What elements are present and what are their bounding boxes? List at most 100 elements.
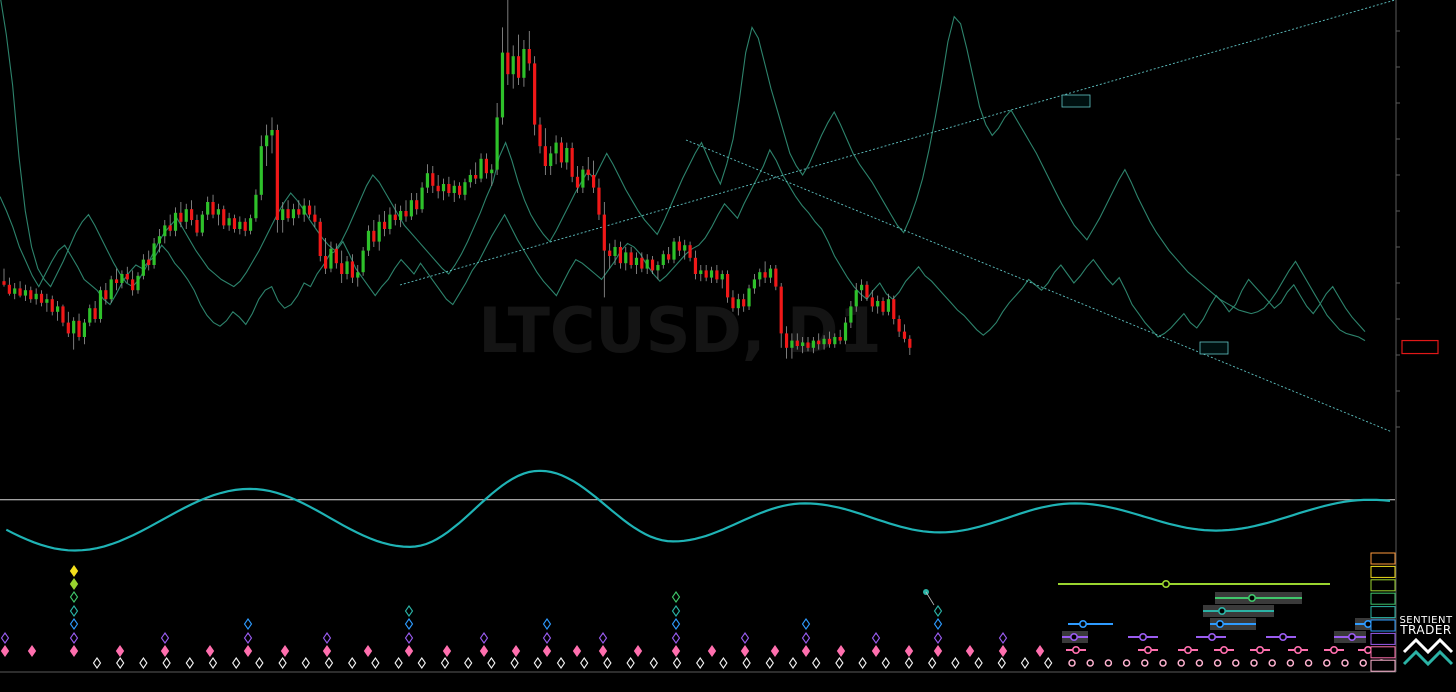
candle-up [72,320,76,334]
cycle-diamond-3-8d [974,657,983,669]
candle-up [82,322,86,337]
candle-down [693,257,698,274]
candle-down [77,320,81,337]
cycle-diamond-7-5d [707,645,717,657]
candle-down [104,290,108,300]
cycle-diamond-7-5d [69,645,79,657]
brand-line-1: SENTIENT [1399,615,1453,626]
candle-up [281,209,285,220]
candle-up [361,250,365,273]
cycle-diamond-15-2d [998,632,1008,644]
candle-up [463,182,467,195]
projection-3-8d-marker [1086,659,1094,667]
cycle-diamond-3-8d [788,657,798,669]
candle-down [827,338,832,345]
cycle-diamond-61-5d [404,605,414,617]
candle-down [817,340,821,345]
candle-up [34,293,38,300]
candle-down [372,230,376,242]
candle-up [645,259,649,269]
cycle-diamond-3-8d [580,657,589,669]
cycle-diamond-15-2d [933,632,943,644]
brand-mark-icon-lower [1402,649,1454,667]
cycle-diamond-3-8d [951,657,960,669]
candle-up [661,254,665,265]
projection-3-8d-marker [1232,659,1240,667]
projection-3-8d-marker [1122,659,1131,667]
ascending-trendline [399,0,1396,286]
cycle-diamond-15-2d [740,632,750,644]
candle-down [629,252,633,265]
projection-3-8d-marker [1177,659,1185,667]
candle-up [265,135,269,147]
candle-down [559,142,564,163]
candle-up [356,272,360,278]
candle-down [29,290,33,300]
candle-up [302,205,306,215]
candle-down [93,308,97,319]
candle-down [742,299,746,307]
candle-down [222,209,226,226]
candle-up [441,184,446,192]
projection-7-5d-0-center [1072,645,1081,654]
candle-down [195,220,199,233]
phase-bars [1058,579,1395,667]
cycle-diamond-3-8d [1020,657,1030,669]
candle-down [527,49,531,64]
candle-up [345,261,349,274]
candle-down [533,63,537,125]
trendline-label-box [1061,94,1091,108]
candle-up [549,153,553,166]
oscillator-line [5,469,1391,552]
projection-3-8d-marker [1304,659,1313,667]
candle-up [88,308,92,323]
candle-up [157,236,162,244]
candle-up [565,148,569,163]
cycle-diamond-7-5d [572,645,582,657]
cycle-diamond-3-8d [232,657,241,669]
candle-up [672,241,676,260]
candle-down [313,214,317,222]
cycle-diamond-31-3d [69,618,79,630]
cycle-diamond-15-2d [801,632,811,644]
candle-down [538,124,542,147]
cycle-diamond-15-2d [598,632,608,644]
candle-down [61,306,65,323]
projection-15-2d-2-center [1208,632,1217,641]
cycle-diamond-3-8d [116,657,125,669]
candle-down [516,56,521,78]
projection-3-8d-marker [1250,659,1258,667]
cycle-diamond-3-8d [603,657,612,669]
cycle-diamond-7-5d [633,645,643,657]
cycle-diamond-17-9w [69,591,79,603]
cycle-diamond-3-8d [510,657,519,669]
cycle-diamond-15-2d [160,632,170,644]
candle-down [597,187,601,215]
candle-down [474,175,478,179]
candle-up [377,221,381,242]
cycle-diamond-3-8d [440,657,450,669]
cycle-diamond-15-2d [871,632,881,644]
candle-up [120,274,124,283]
candle-down [586,169,590,175]
candle-up [613,247,617,256]
cycle-diamond-3-8d [278,657,287,669]
candle-down [179,212,183,222]
projection-3-8d-marker [1141,659,1149,667]
cycle-diamond-17-9w [671,591,681,603]
cycle-diamond-3-8d [1044,657,1053,669]
candle-down [307,205,312,215]
cycle-diamond-7-5d [479,645,489,657]
cycle-diamond-3-8d [997,657,1006,669]
candle-up [216,209,220,215]
projection-3-8d-marker [1213,659,1222,667]
cycle-diamond-7-5d [998,645,1008,657]
candle-down [7,284,11,294]
projection-7-5d-7-center [1364,645,1373,654]
candle-down [190,209,194,220]
candle-up [329,248,333,269]
candle-up [752,279,756,289]
candle-down [350,261,354,278]
candle-up [141,259,145,276]
